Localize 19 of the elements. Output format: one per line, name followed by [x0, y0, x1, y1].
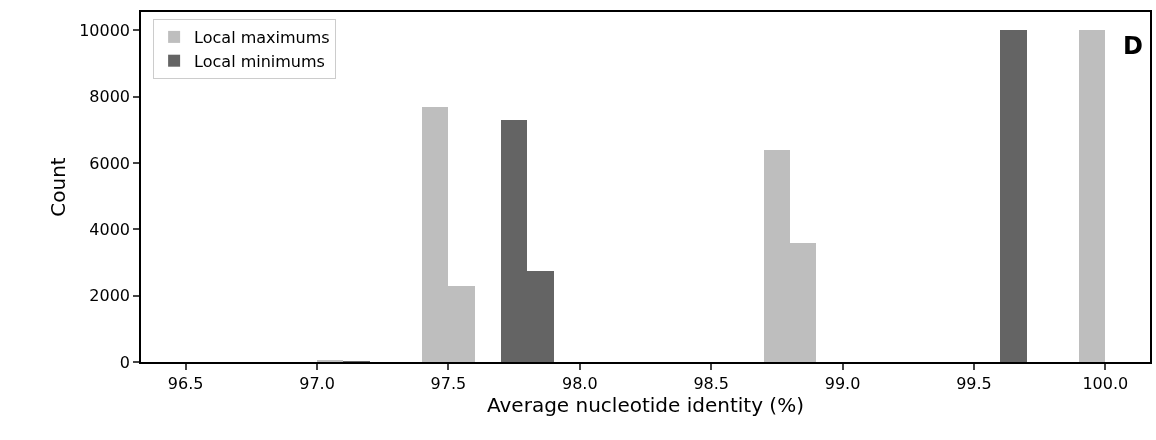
y-tick-label: 8000 [89, 87, 131, 107]
annotation: D [1123, 32, 1143, 60]
x-tick-label: 98.5 [693, 373, 729, 393]
x-tick-label: 100.0 [1082, 373, 1129, 393]
y-tick-label: 2000 [89, 286, 131, 306]
x-tick-label: 99.5 [956, 373, 992, 393]
y-tick-label: 0 [119, 352, 131, 372]
x-tick-label: 99.0 [824, 373, 861, 393]
legend-label: Local minimums [194, 51, 325, 71]
y-tick-label: 4000 [89, 219, 131, 239]
x-tick-label: 97.5 [430, 373, 467, 393]
y-tick-label: 6000 [89, 153, 131, 173]
x-axis-title: Average nucleotide identity (%) [487, 392, 804, 417]
x-tick-label: 96.5 [167, 373, 204, 393]
x-tick-label: 98.0 [562, 373, 598, 393]
y-axis-title: Count [46, 157, 71, 217]
legend-label: Local maximums [194, 28, 330, 48]
x-tick-label: 97.0 [299, 373, 335, 393]
y-tick-label: 10000 [79, 20, 131, 40]
